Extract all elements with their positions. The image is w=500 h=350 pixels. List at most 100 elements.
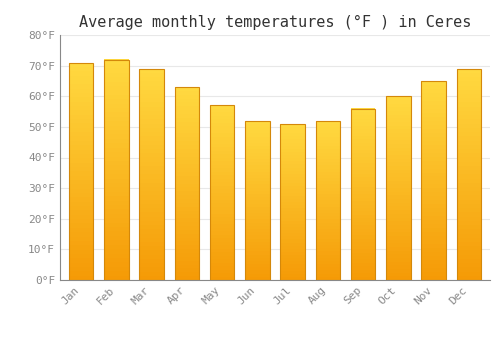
Bar — [422, 89, 446, 93]
Bar — [422, 256, 446, 260]
Bar — [104, 267, 128, 271]
Bar — [316, 140, 340, 143]
Bar — [422, 169, 446, 173]
Bar — [174, 253, 199, 257]
Bar — [280, 271, 305, 274]
Bar — [104, 121, 128, 126]
Bar — [174, 176, 199, 180]
Bar — [140, 212, 164, 217]
Bar — [245, 254, 270, 258]
Bar — [386, 203, 410, 206]
Bar — [245, 242, 270, 245]
Bar — [456, 242, 481, 246]
Bar — [245, 264, 270, 267]
Bar — [174, 230, 199, 234]
Bar — [316, 156, 340, 159]
Bar — [351, 112, 376, 116]
Bar — [280, 158, 305, 161]
Bar — [174, 99, 199, 103]
Bar — [210, 130, 234, 133]
Bar — [210, 147, 234, 151]
Bar — [316, 216, 340, 219]
Bar — [174, 130, 199, 133]
Bar — [69, 106, 94, 110]
Bar — [69, 132, 94, 137]
Bar — [174, 207, 199, 211]
Bar — [280, 233, 305, 236]
Bar — [280, 189, 305, 193]
Bar — [104, 86, 128, 90]
Bar — [351, 266, 376, 270]
Bar — [174, 156, 199, 160]
Bar — [316, 194, 340, 197]
Bar — [456, 191, 481, 195]
Bar — [140, 77, 164, 81]
Bar — [386, 229, 410, 232]
Bar — [174, 257, 199, 261]
Bar — [104, 134, 128, 139]
Title: Average monthly temperatures (°F ) in Ceres: Average monthly temperatures (°F ) in Ce… — [79, 15, 471, 30]
Bar — [456, 170, 481, 174]
Bar — [104, 77, 128, 82]
Bar — [140, 132, 164, 136]
Bar — [316, 258, 340, 261]
Bar — [386, 276, 410, 280]
Bar — [140, 107, 164, 111]
Bar — [69, 67, 94, 71]
Bar — [69, 271, 94, 276]
Bar — [316, 232, 340, 236]
Bar — [316, 124, 340, 127]
Bar — [140, 128, 164, 132]
Bar — [245, 226, 270, 229]
Bar — [280, 171, 305, 174]
Bar — [104, 262, 128, 267]
Bar — [456, 263, 481, 267]
Bar — [104, 156, 128, 161]
Bar — [351, 246, 376, 249]
Bar — [174, 249, 199, 253]
Bar — [386, 210, 410, 214]
Bar — [69, 93, 94, 97]
Bar — [245, 271, 270, 274]
Bar — [456, 272, 481, 276]
Bar — [174, 172, 199, 176]
Bar — [104, 253, 128, 258]
Bar — [210, 266, 234, 270]
Bar — [280, 186, 305, 189]
Bar — [422, 153, 446, 156]
Bar — [104, 174, 128, 179]
Bar — [69, 124, 94, 128]
Bar — [422, 105, 446, 109]
Bar — [386, 184, 410, 188]
Bar — [386, 126, 410, 129]
Bar — [245, 181, 270, 184]
Bar — [316, 149, 340, 153]
Bar — [69, 180, 94, 184]
Bar — [245, 277, 270, 280]
Bar — [174, 199, 199, 203]
Bar — [422, 125, 446, 129]
Bar — [245, 178, 270, 181]
Bar — [386, 155, 410, 159]
Bar — [386, 133, 410, 136]
Bar — [316, 239, 340, 242]
Bar — [104, 205, 128, 209]
Bar — [210, 168, 234, 172]
Bar — [245, 124, 270, 127]
Bar — [210, 270, 234, 273]
Bar — [280, 152, 305, 155]
Bar — [351, 270, 376, 273]
Bar — [174, 91, 199, 95]
Bar — [351, 150, 376, 153]
Bar — [174, 215, 199, 218]
Bar — [386, 170, 410, 173]
Bar — [69, 276, 94, 280]
Bar — [210, 259, 234, 262]
Bar — [316, 274, 340, 277]
Bar — [316, 162, 340, 165]
Bar — [69, 115, 94, 119]
Bar — [210, 193, 234, 196]
Bar — [104, 240, 128, 245]
Bar — [69, 102, 94, 106]
Bar — [422, 101, 446, 105]
